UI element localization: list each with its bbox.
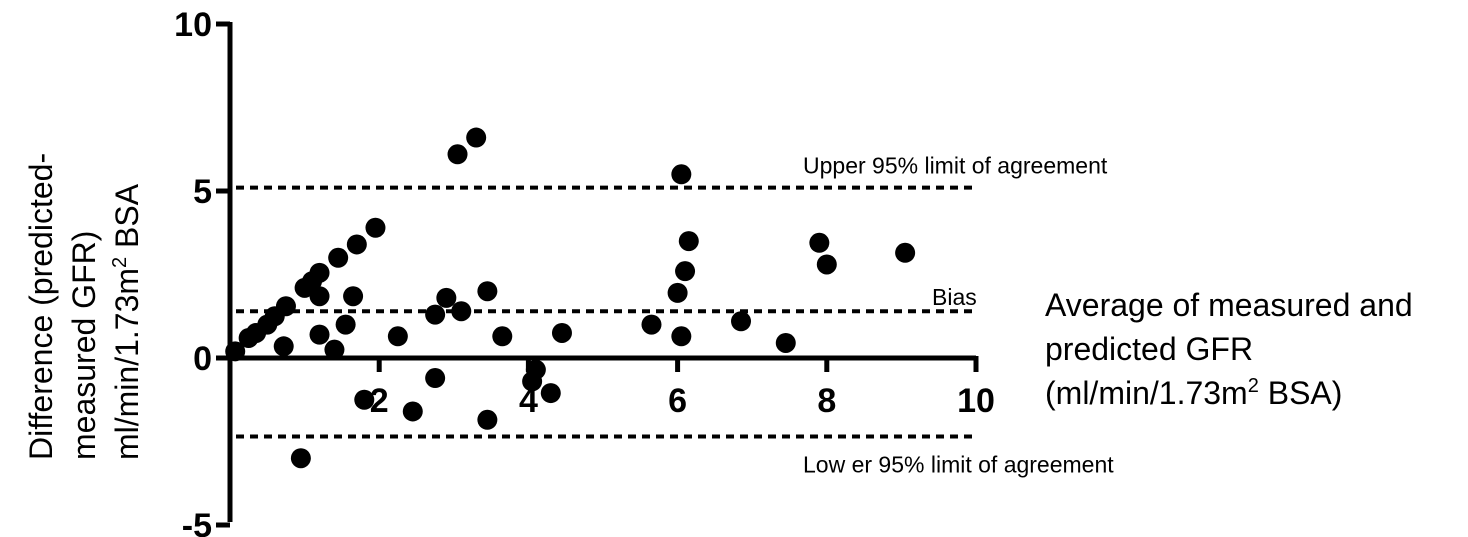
- data-point: [335, 314, 356, 335]
- x-tick-label: 10: [957, 382, 995, 420]
- data-point: [492, 326, 513, 347]
- y-ticks: -5 0 5 10: [174, 6, 230, 537]
- data-point: [354, 389, 375, 410]
- x-ticks: 2 4 6 8 10: [370, 356, 995, 420]
- x-axis-title-line-3: (ml/min/1.73m2 BSA): [1045, 375, 1342, 411]
- data-point: [436, 287, 457, 308]
- data-point: [641, 314, 662, 335]
- y-tick-label: 0: [193, 340, 212, 378]
- y-tick-label: 5: [193, 173, 212, 211]
- y-axis-title-line-2: measured GFR): [66, 231, 102, 460]
- data-point: [522, 371, 543, 392]
- data-point: [477, 409, 498, 430]
- data-point: [343, 286, 364, 307]
- data-point: [447, 144, 468, 165]
- data-point: [346, 234, 367, 255]
- data-point: [775, 332, 796, 353]
- data-point: [273, 336, 294, 357]
- data-point: [551, 322, 572, 343]
- data-point: [466, 127, 487, 148]
- data-points: [225, 127, 916, 469]
- x-tick-label: 4: [519, 382, 538, 420]
- data-point: [678, 231, 699, 252]
- data-point: [477, 281, 498, 302]
- data-point: [328, 247, 349, 268]
- data-point: [816, 254, 837, 275]
- data-point: [225, 341, 246, 362]
- data-point: [402, 401, 423, 422]
- lower-line-label: Low er 95% limit of agreement: [803, 451, 1114, 477]
- x-tick-label: 2: [370, 382, 389, 420]
- data-point: [425, 304, 446, 325]
- data-point: [324, 339, 345, 360]
- data-point: [895, 242, 916, 263]
- data-point: [671, 164, 692, 185]
- data-point: [671, 326, 692, 347]
- data-point: [365, 217, 386, 238]
- y-tick-label: -5: [182, 507, 212, 537]
- data-point: [275, 296, 296, 317]
- y-tick-label: 10: [174, 6, 212, 44]
- data-point: [387, 326, 408, 347]
- y-axis-title-line-1: Difference (predicted-: [23, 153, 59, 460]
- data-point: [731, 311, 752, 332]
- x-tick-label: 6: [668, 382, 687, 420]
- data-point: [309, 262, 330, 283]
- data-point: [667, 282, 688, 303]
- data-point: [451, 301, 472, 322]
- upper-line-label: Upper 95% limit of agreement: [803, 153, 1108, 179]
- x-axis-title-line-2: predicted GFR: [1045, 331, 1253, 367]
- data-point: [540, 383, 561, 404]
- x-tick-label: 8: [817, 382, 836, 420]
- y-axis-title-line-3: ml/min/1.73m2 BSA: [109, 183, 145, 460]
- y-axis-title: Difference (predicted- measured GFR) ml/…: [23, 153, 145, 460]
- data-point: [309, 286, 330, 307]
- reference-lines: Upper 95% limit of agreement Bias Low er 9…: [236, 153, 1114, 477]
- bias-line-label: Bias: [932, 284, 977, 310]
- data-point: [675, 261, 696, 282]
- data-point: [809, 232, 830, 253]
- data-point: [290, 448, 311, 469]
- x-axis-title: Average of measured and predicted GFR (m…: [1045, 287, 1413, 411]
- data-point: [309, 324, 330, 345]
- data-point: [425, 368, 446, 389]
- x-axis-title-line-1: Average of measured and: [1045, 287, 1413, 323]
